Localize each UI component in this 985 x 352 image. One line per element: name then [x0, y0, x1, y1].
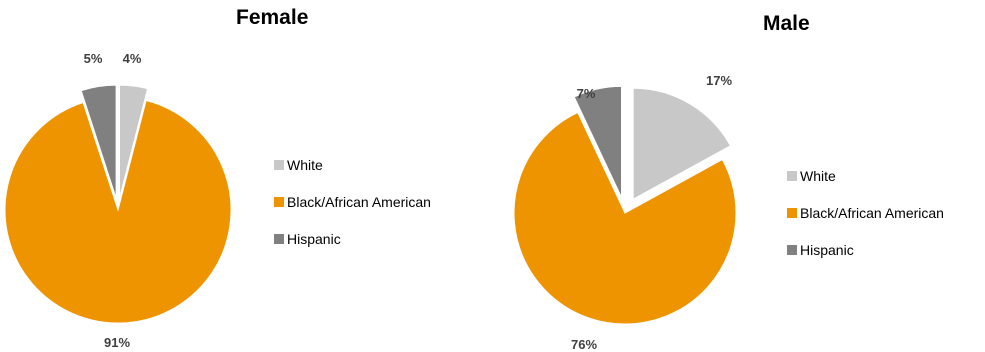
pie-slice-black-african-american: [513, 111, 737, 325]
male-pie-chart: 17% 76% 7%: [513, 73, 737, 352]
chart-title: Female: [236, 6, 309, 29]
legend-item-white: White: [274, 155, 431, 174]
legend-label: White: [800, 167, 836, 184]
data-label: 76%: [571, 337, 597, 352]
legend-item-hispanic: Hispanic: [274, 229, 431, 248]
legend-swatch-white: [787, 170, 797, 181]
legend-label: Black/African American: [800, 204, 944, 221]
legend-label: Hispanic: [287, 230, 341, 247]
female-chart-panel: 4% 91% 5% Female White Black/African Ameri…: [0, 0, 490, 352]
legend: White Black/African American Hispanic: [787, 166, 944, 277]
data-label: 4%: [123, 51, 142, 66]
data-label: 5%: [84, 51, 103, 66]
legend-item-white: White: [787, 166, 944, 185]
legend-swatch-hispanic: [787, 244, 797, 255]
male-chart-panel: 17% 76% 7% Male White Black/African Americ…: [490, 0, 985, 352]
legend-label: Black/African American: [287, 193, 431, 210]
legend-item-black-african-american: Black/African American: [274, 192, 431, 211]
legend-label: Hispanic: [800, 241, 854, 258]
pie-slice-black-african-american: [4, 99, 232, 324]
data-label: 7%: [577, 86, 596, 101]
legend-swatch-white: [274, 159, 284, 170]
pie-slice-hispanic: [80, 84, 117, 199]
pie-slice-white: [632, 87, 732, 201]
legend-swatch-black-african-american: [274, 196, 284, 207]
legend-swatch-hispanic: [274, 233, 284, 244]
legend-item-black-african-american: Black/African American: [787, 203, 944, 222]
data-label: 91%: [104, 335, 130, 350]
chart-title: Male: [763, 12, 810, 35]
legend-label: White: [287, 156, 323, 173]
legend-item-hispanic: Hispanic: [787, 240, 944, 259]
pie-slice-hispanic: [573, 85, 623, 198]
legend-swatch-black-african-american: [787, 207, 797, 218]
female-pie-chart: 4% 91% 5%: [4, 51, 232, 350]
pie-slice-white: [119, 84, 149, 199]
legend: White Black/African American Hispanic: [274, 155, 431, 266]
data-label: 17%: [706, 73, 732, 88]
